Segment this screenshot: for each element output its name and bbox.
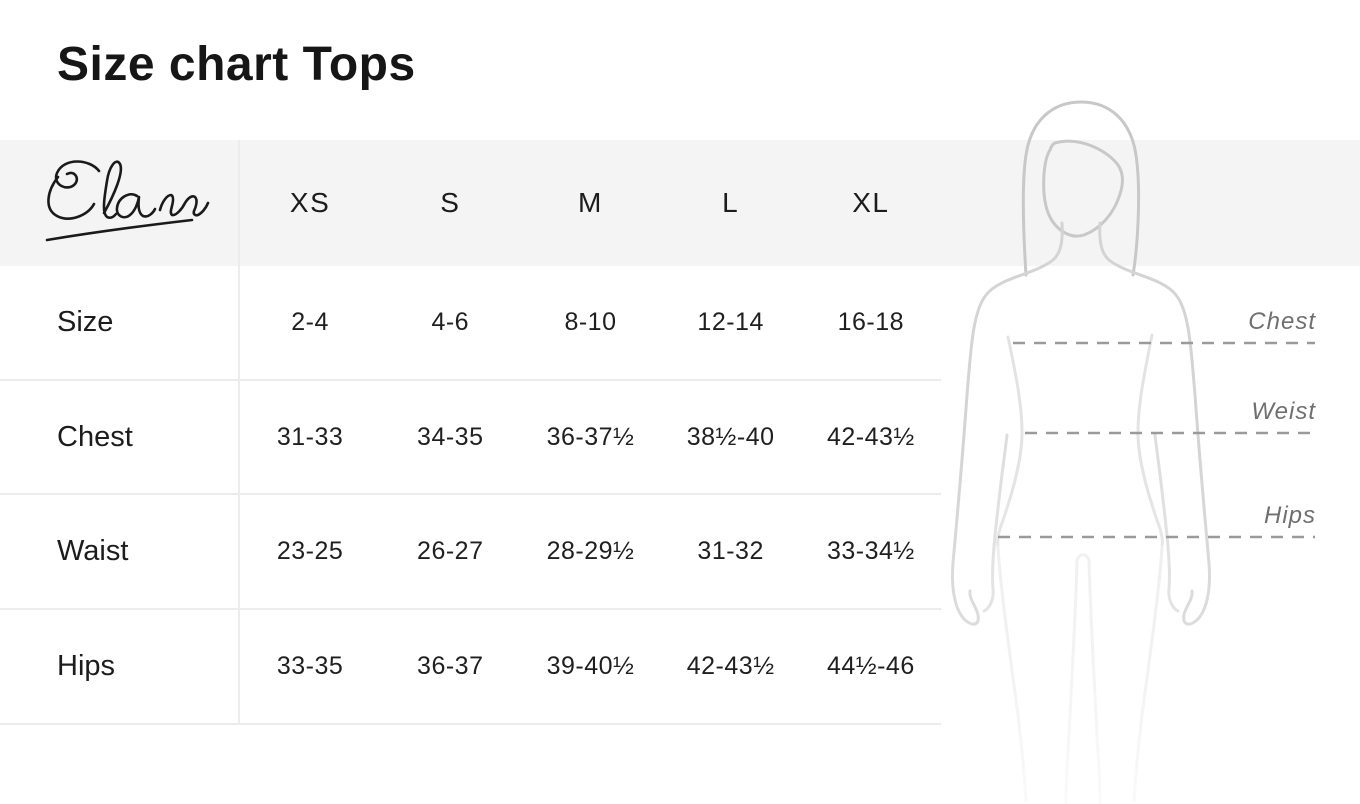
cell-chest-m: 36-37½ (546, 422, 635, 451)
cell-hips-s: 36-37 (417, 651, 484, 680)
face-outline (1042, 139, 1124, 238)
cell-chest-l: 38½-40 (686, 422, 775, 451)
column-header-xl: XL (852, 187, 890, 218)
left-torso-outline (996, 335, 1024, 549)
weist-measure-label: Weist (1251, 398, 1316, 425)
cell-size-m: 8-10 (564, 307, 617, 336)
table-row-waist: Waist 23-25 26-27 28-29½ 31-32 33-34½ (0, 495, 941, 611)
table-header-band (0, 140, 1360, 266)
left-arm-outline (951, 221, 1064, 626)
cell-hips-l: 42-43½ (686, 651, 775, 680)
row-label: Chest (0, 380, 240, 494)
table-header-row: XS S M L XL (0, 140, 941, 266)
column-header-s: S (440, 187, 461, 218)
cell-hips-xs: 33-35 (276, 651, 344, 680)
cell-chest-xs: 31-33 (276, 422, 344, 451)
size-chart-table: XS S M L XL Size 2-4 4-6 8-10 12-14 16-1… (0, 140, 941, 725)
cell-chest-s: 34-35 (417, 422, 484, 451)
cell-size-xs: 2-4 (291, 307, 329, 336)
cell-size-s: 4-6 (431, 307, 470, 336)
cell-size-xl: 16-18 (837, 307, 905, 336)
left-leg-outer (996, 545, 1028, 803)
cell-size-l: 12-14 (697, 307, 764, 336)
page-title: Size chart Tops (57, 38, 416, 91)
cell-chest-xl: 42-43½ (826, 422, 915, 451)
right-leg-inner (1087, 558, 1102, 804)
right-arm-outline (1098, 221, 1211, 626)
chest-measure-label: Chest (1248, 308, 1316, 335)
column-header-l: L (722, 187, 740, 218)
right-leg-outer (1132, 545, 1164, 803)
table-row-chest: Chest 31-33 34-35 36-37½ 38½-40 42-43½ (0, 380, 941, 496)
row-label: Hips (0, 610, 240, 723)
table-row-size: Size 2-4 4-6 8-10 12-14 16-18 (0, 266, 941, 381)
right-torso-outline (1136, 333, 1164, 549)
hips-measure-label: Hips (1263, 502, 1316, 529)
column-header-m: M (578, 187, 603, 218)
cell-waist-m: 28-29½ (546, 537, 635, 566)
left-inner-arm (982, 433, 1009, 613)
right-inner-arm (1153, 433, 1180, 613)
brand-logo-cell (0, 140, 240, 266)
cell-waist-l: 31-32 (697, 537, 764, 566)
row-label: Waist (0, 495, 240, 609)
cell-waist-xs: 23-25 (276, 537, 344, 566)
left-leg-inner (1064, 558, 1079, 804)
hair-outline (1021, 100, 1141, 277)
cell-hips-m: 39-40½ (546, 651, 635, 680)
crotch-line (1075, 553, 1091, 562)
row-label: Size (0, 266, 240, 379)
brand-signature-logo (45, 160, 210, 242)
cell-waist-xl: 33-34½ (826, 537, 915, 566)
table-row-hips: Hips 33-35 36-37 39-40½ 42-43½ 44½-46 (0, 610, 941, 725)
cell-hips-xl: 44½-46 (826, 651, 915, 680)
body-silhouette-illustration (951, 100, 1315, 804)
cell-waist-s: 26-27 (417, 537, 484, 566)
column-header-xs: XS (289, 187, 331, 218)
